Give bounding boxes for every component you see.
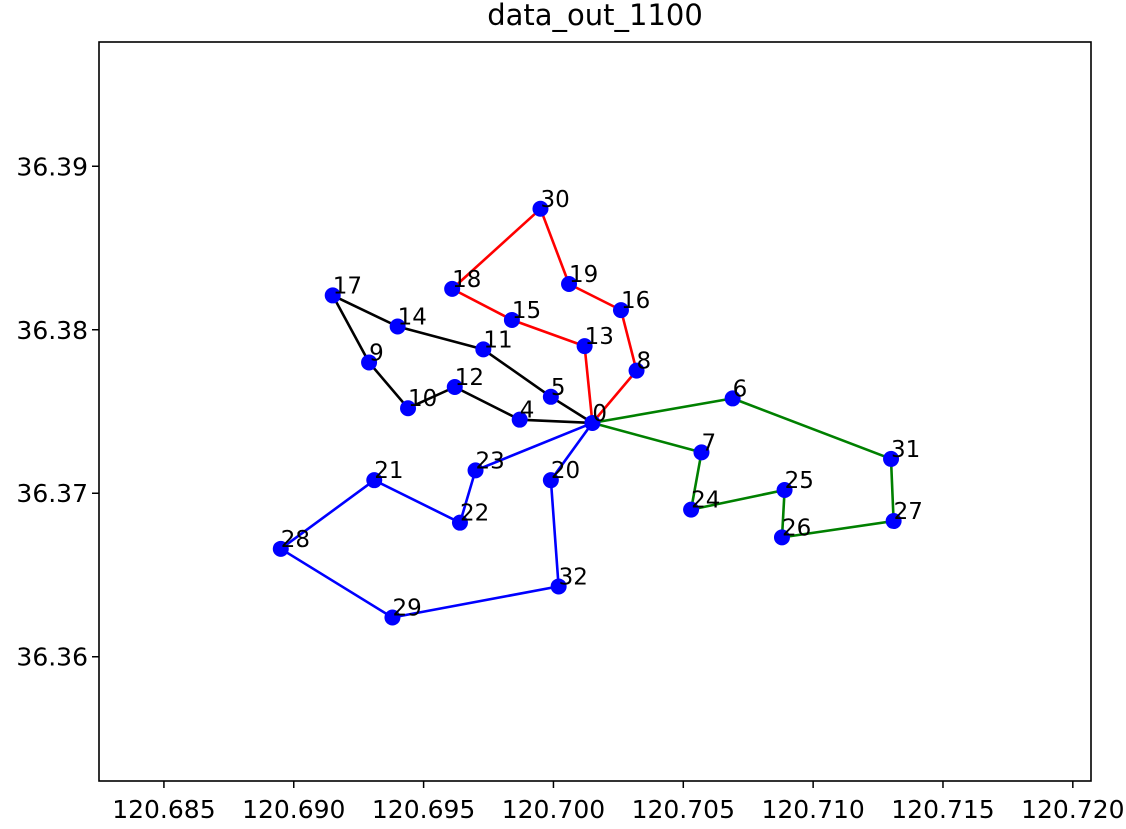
y-tick-label: 36.38 <box>16 316 88 345</box>
point-marker <box>584 414 601 431</box>
point-marker <box>885 513 902 530</box>
point-label: 30 <box>540 187 569 213</box>
point-label: 11 <box>483 327 512 353</box>
point-marker <box>361 354 378 371</box>
point-marker <box>272 540 289 557</box>
point-marker <box>389 318 406 335</box>
point-label: 23 <box>476 448 505 474</box>
point-marker <box>324 287 341 304</box>
point-marker <box>366 472 383 489</box>
data-points <box>272 200 902 626</box>
point-labels: 0 45 6 7 8 9 10 11 12 13 14 15 16 17 18 19 20 21 22 23 24 25 2… <box>281 187 923 622</box>
point-label: 7 <box>701 430 716 456</box>
point-marker <box>384 609 401 626</box>
point-marker <box>561 275 578 292</box>
x-tick-label: 120.700 <box>502 795 605 824</box>
point-label: 32 <box>559 564 588 590</box>
point-label: 22 <box>460 501 489 527</box>
point-label: 18 <box>452 267 481 293</box>
point-label: 19 <box>569 262 598 288</box>
point-marker <box>532 200 549 217</box>
point-marker <box>883 450 900 467</box>
point-label: 26 <box>782 515 811 541</box>
point-marker <box>776 481 793 498</box>
point-marker <box>628 362 645 379</box>
y-axis-ticks: 36.36 36.37 36.38 36.39 <box>16 152 99 672</box>
y-tick-label: 36.36 <box>16 643 88 672</box>
route-line-3 <box>592 397 895 539</box>
point-marker <box>446 378 463 395</box>
point-marker <box>451 514 468 531</box>
point-marker <box>773 529 790 546</box>
point-label: 17 <box>333 273 362 299</box>
point-label: 24 <box>691 488 720 514</box>
point-label: 25 <box>785 468 814 494</box>
point-label: 8 <box>637 349 652 375</box>
point-marker <box>444 280 461 297</box>
x-tick-label: 120.685 <box>112 795 215 824</box>
point-label: 27 <box>894 499 923 525</box>
point-label: 20 <box>551 458 580 484</box>
point-marker <box>475 341 492 358</box>
point-label: 6 <box>733 376 748 402</box>
point-label: 31 <box>891 437 920 463</box>
route-line-4 <box>279 421 594 619</box>
point-label: 13 <box>585 324 614 350</box>
point-label: 9 <box>369 340 384 366</box>
point-label: 28 <box>281 527 310 553</box>
y-tick-label: 36.37 <box>16 479 88 508</box>
point-marker <box>511 411 528 428</box>
point-marker <box>400 400 417 417</box>
point-label: 21 <box>374 458 403 484</box>
x-tick-label: 120.690 <box>242 795 345 824</box>
point-label: 10 <box>408 386 437 412</box>
x-tick-label: 120.705 <box>632 795 735 824</box>
x-tick-label: 120.695 <box>372 795 475 824</box>
point-marker <box>550 578 567 595</box>
point-label: 15 <box>512 298 541 324</box>
point-label: 4 <box>520 398 535 424</box>
route-line-1 <box>331 294 594 425</box>
point-marker <box>612 302 629 319</box>
x-tick-label: 120.720 <box>1021 795 1124 824</box>
point-marker <box>693 444 710 461</box>
point-marker <box>503 311 520 328</box>
point-marker <box>542 472 559 489</box>
y-tick-label: 36.39 <box>16 152 88 181</box>
point-marker <box>542 388 559 405</box>
x-tick-label: 120.715 <box>891 795 994 824</box>
x-tick-label: 120.710 <box>761 795 864 824</box>
point-marker <box>724 390 741 407</box>
point-label: 12 <box>455 365 484 391</box>
plot-frame <box>98 41 1092 782</box>
point-marker <box>467 462 484 479</box>
point-marker <box>576 338 593 355</box>
point-marker <box>683 501 700 518</box>
chart-title: data_out_1100 <box>487 0 703 32</box>
point-label: 14 <box>398 304 427 330</box>
point-label: 29 <box>392 596 421 622</box>
point-label: 5 <box>551 375 566 401</box>
point-label: 16 <box>621 288 650 314</box>
point-label: 0 <box>592 401 607 427</box>
x-axis-ticks: 120.685 120.690 120.695 120.700 120.705 120.7… <box>112 781 1125 824</box>
